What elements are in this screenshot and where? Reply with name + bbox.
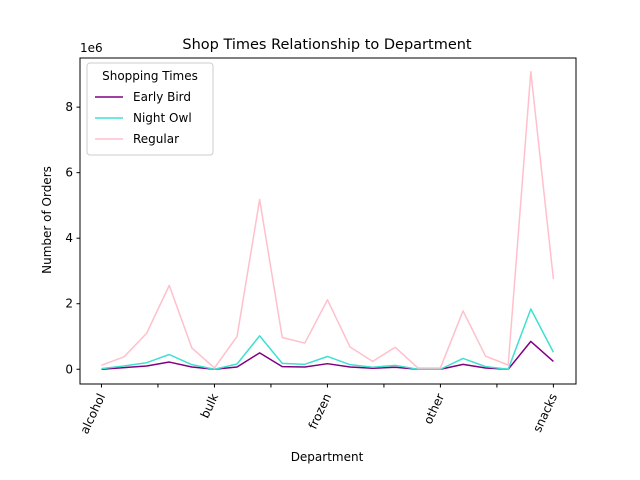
series-line-early-bird — [101, 340, 554, 371]
y-tick-label: 0 — [65, 362, 73, 376]
legend-label: Night Owl — [133, 111, 192, 125]
y-axis-title: Number of Orders — [40, 166, 54, 274]
legend-title: Shopping Times — [102, 69, 198, 83]
x-tick-label: other — [421, 391, 447, 426]
y-tick-label: 6 — [65, 166, 73, 180]
legend-label: Early Bird — [133, 90, 191, 104]
y-offset-label: 1e6 — [80, 41, 103, 55]
series-line-night-owl — [101, 308, 555, 371]
x-tick-label: alcohol — [77, 391, 108, 436]
x-tick-label: bulk — [198, 391, 221, 420]
plot-area: 0 2 4 6 8 alcohol bulk frozen other snacks Shoppin… — [65, 57, 577, 436]
series-line-regular — [101, 71, 555, 369]
x-tick-label: frozen — [306, 391, 335, 431]
legend-box — [86, 62, 214, 156]
y-tick-label: 2 — [65, 297, 73, 311]
chart-title: Shop Times Relationship to Department — [182, 37, 472, 53]
y-tick-label: 8 — [65, 100, 73, 114]
x-tick-label: snacks — [530, 391, 560, 434]
legend-label: Regular — [133, 132, 179, 146]
plot-frame — [79, 57, 577, 385]
y-tick-label: 4 — [65, 231, 73, 245]
x-axis-title: Department — [291, 450, 364, 464]
